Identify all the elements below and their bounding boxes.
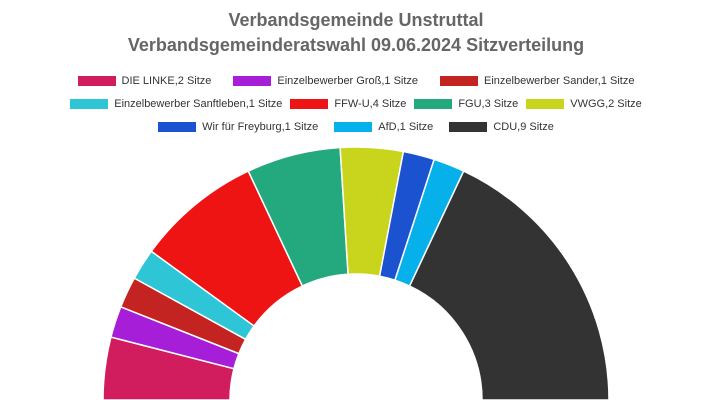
legend-item-gross[interactable]: Einzelbewerber Groß,1 Sitze xyxy=(233,75,418,87)
legend-label: FGU,3 Sitze xyxy=(458,98,519,110)
legend-label: VWGG,2 Sitze xyxy=(570,98,642,110)
legend-row-2: Einzelbewerber Sanftleben,1 Sitze FFW-U,… xyxy=(0,98,712,110)
legend-row-3: Wir für Freyburg,1 Sitze AfD,1 Sitze CDU… xyxy=(0,121,712,133)
legend-swatch xyxy=(290,99,329,109)
chart-subtitle: Verbandsgemeinderatswahl 09.06.2024 Sitz… xyxy=(127,35,585,55)
legend-label: Einzelbewerber Sander,1 Sitze xyxy=(484,75,635,87)
legend-item-cdu[interactable]: CDU,9 Sitze xyxy=(449,121,554,133)
legend-swatch xyxy=(70,99,109,109)
seat-segment-9[interactable] xyxy=(408,170,610,400)
legend-label: Einzelbewerber Sanftleben,1 Sitze xyxy=(114,98,283,110)
legend-swatch xyxy=(526,99,565,109)
legend-swatch xyxy=(440,76,479,86)
legend-swatch xyxy=(449,122,488,132)
legend-label: AfD,1 Sitze xyxy=(378,121,434,133)
legend-item-die-linke[interactable]: DIE LINKE,2 Sitze xyxy=(77,75,212,87)
legend-item-ffw-u[interactable]: FFW-U,4 Sitze xyxy=(290,98,406,110)
legend-swatch xyxy=(77,76,116,86)
chart-title: Verbandsgemeinde Unstruttal xyxy=(228,10,484,30)
legend-row-1: DIE LINKE,2 Sitze Einzelbewerber Groß,1 … xyxy=(0,75,712,87)
legend-item-wir-fuer-freyburg[interactable]: Wir für Freyburg,1 Sitze xyxy=(158,121,318,133)
legend-item-sanftleben[interactable]: Einzelbewerber Sanftleben,1 Sitze xyxy=(70,98,282,110)
legend-label: CDU,9 Sitze xyxy=(493,121,554,133)
legend-swatch xyxy=(334,122,373,132)
legend-label: Einzelbewerber Groß,1 Sitze xyxy=(277,75,419,87)
legend-swatch xyxy=(414,99,453,109)
legend-label: DIE LINKE,2 Sitze xyxy=(121,75,212,87)
legend-label: FFW-U,4 Sitze xyxy=(334,98,407,110)
legend-label: Wir für Freyburg,1 Sitze xyxy=(202,121,319,133)
legend-item-fgu[interactable]: FGU,3 Sitze xyxy=(414,98,518,110)
legend-item-sander[interactable]: Einzelbewerber Sander,1 Sitze xyxy=(440,75,634,87)
legend-swatch xyxy=(158,122,197,132)
legend-swatch xyxy=(233,76,272,86)
legend-item-vwgg[interactable]: VWGG,2 Sitze xyxy=(526,98,642,110)
legend-item-afd[interactable]: AfD,1 Sitze xyxy=(334,121,433,133)
